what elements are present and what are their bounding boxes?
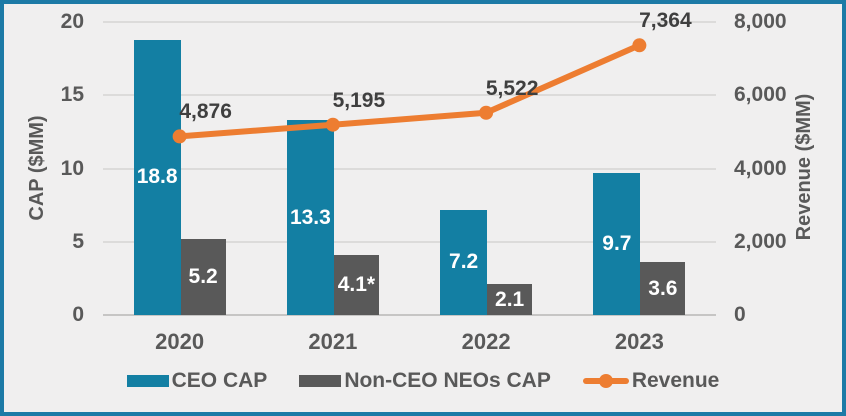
bar-ceo-cap-2021	[286, 120, 334, 315]
y-axis-tick-left: 15	[60, 83, 84, 107]
legend-item-revenue: Revenue	[582, 369, 720, 393]
bar-label-ceo-cap-2021: 13.3	[289, 205, 331, 229]
y-axis-tick-right: 0	[734, 303, 746, 326]
non-ceo-cap-swatch-icon	[299, 375, 342, 387]
y-axis-tick-left: 20	[60, 10, 84, 33]
revenue-line-swatch-icon	[582, 374, 629, 388]
x-axis-line	[103, 314, 716, 316]
y-axis-tick-right: 2,000	[734, 229, 787, 253]
legend-item-ceo-cap: CEO CAP	[126, 369, 268, 393]
revenue-label-2020: 4,876	[179, 100, 232, 124]
x-axis-label-2021: 2021	[308, 329, 358, 354]
bar-ceo-cap-2023	[593, 172, 641, 315]
y-axis-tick-left: 0	[72, 303, 84, 326]
y-axis-tick-left: 5	[72, 229, 84, 253]
legend-label-revenue: Revenue	[631, 369, 720, 392]
bar-ceo-cap-2020	[133, 39, 181, 315]
bar-label-ceo-cap-2020: 18.8	[136, 165, 178, 189]
bar-label-non-ceo-neos-cap-2020: 5.2	[188, 264, 218, 288]
legend-item-non-ceo-cap: Non-CEO NEOs CAP	[299, 369, 551, 393]
bar-label-non-ceo-neos-cap-2021: 4.1*	[337, 272, 376, 296]
x-axis-label-2022: 2022	[461, 329, 511, 354]
x-axis-label-2023: 2023	[614, 329, 664, 354]
revenue-label-2022: 5,522	[485, 76, 539, 100]
bar-non-ceo-neos-cap-2023	[640, 262, 686, 315]
bar-label-ceo-cap-2023: 9.7	[602, 231, 632, 255]
bar-non-ceo-neos-cap-2022	[487, 284, 533, 315]
revenue-label-2021: 5,195	[332, 88, 386, 112]
y-axis-tick-left: 10	[60, 156, 84, 180]
bar-label-non-ceo-neos-cap-2023: 3.6	[648, 276, 678, 300]
revenue-point-2022	[479, 105, 494, 120]
gridline	[103, 240, 716, 243]
legend: CEO CAP Non-CEO NEOs CAP Revenue	[0, 368, 846, 394]
x-axis-label-2020: 2020	[155, 329, 205, 354]
bar-non-ceo-neos-cap-2020	[180, 238, 226, 315]
revenue-label-2023: 7,364	[639, 9, 692, 33]
bar-label-ceo-cap-2022: 7.2	[449, 250, 479, 274]
y-axis-tick-right: 8,000	[734, 10, 787, 33]
gridline	[103, 21, 716, 23]
revenue-dot-icon	[598, 374, 613, 388]
ceo-cap-swatch-icon	[126, 375, 169, 387]
legend-label-non-ceo-cap: Non-CEO NEOs CAP	[344, 369, 551, 392]
bar-ceo-cap-2022	[440, 209, 488, 315]
legend-label-ceo-cap: CEO CAP	[171, 369, 268, 392]
bar-non-ceo-neos-cap-2021	[333, 254, 379, 315]
y-axis-tick-right: 6,000	[734, 83, 787, 107]
gridline	[103, 167, 716, 170]
revenue-point-2023	[632, 38, 647, 53]
y-axis-tick-right: 4,000	[734, 156, 787, 180]
bar-label-non-ceo-neos-cap-2022: 2.1	[495, 287, 525, 311]
